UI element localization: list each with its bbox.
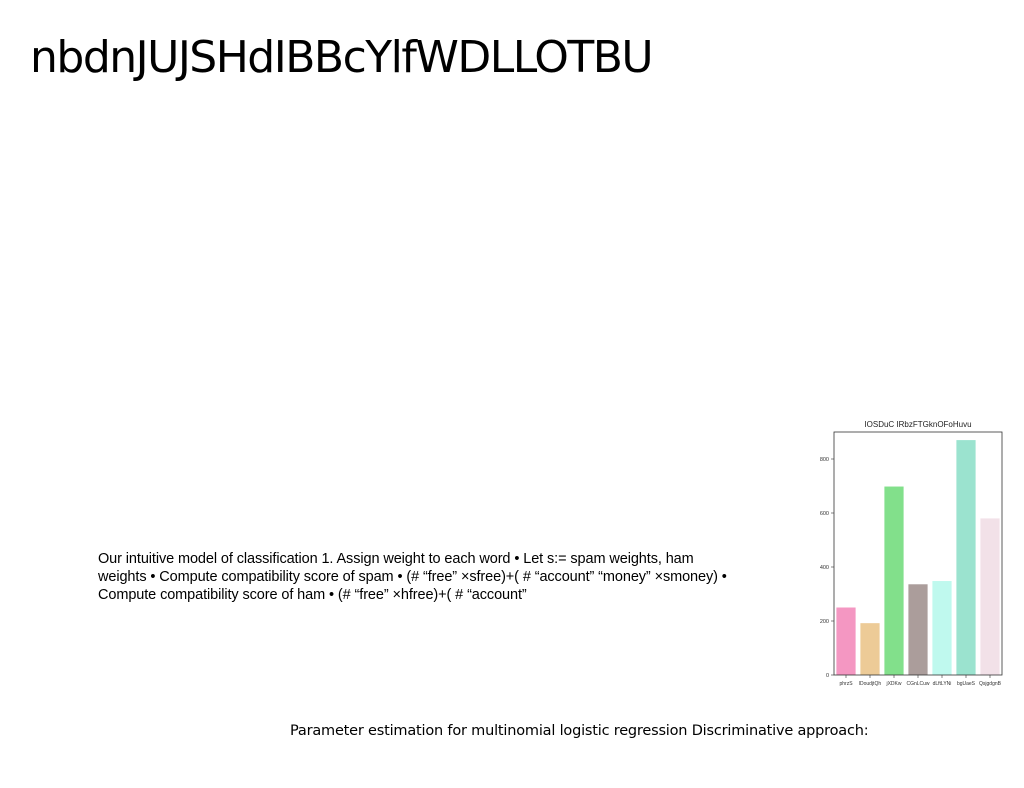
y-tick-label: 600: [820, 511, 829, 517]
bar-chart: IOSDuC IRbzFTGknOFoHuvu 0 200 400 600 800 ph…: [812, 412, 1012, 697]
plot-frame: [833, 431, 1003, 676]
y-tick-label: 400: [820, 565, 829, 571]
y-tick-label: 800: [820, 457, 829, 463]
slide-body-text: Our intuitive model of classification 1.…: [98, 551, 727, 603]
bar-dLftLYNi: [932, 581, 952, 675]
x-tick-label: QsjgdgnB: [979, 681, 1002, 687]
y-tick-label: 0: [826, 673, 829, 679]
y-axis: 0 200 400 600 800: [820, 457, 834, 679]
x-tick-label: dLftLYNi: [933, 681, 952, 687]
bar-phrzS: [836, 607, 856, 675]
x-tick-label: phrzS: [839, 681, 853, 687]
bar-chart-svg: IOSDuC IRbzFTGknOFoHuvu 0 200 400 600 800 ph…: [820, 420, 1003, 687]
bars-group: [836, 440, 1000, 675]
bar-CGnLCuw: [908, 584, 928, 675]
chart-title: IOSDuC IRbzFTGknOFoHuvu: [864, 420, 971, 429]
x-axis: phrzS lDoudjtQh jXDKw CGnLCuw dLftLYNi bgUaeS…: [839, 675, 1002, 687]
bar-QsjgdgnB: [980, 518, 1000, 675]
x-tick-label: bgUaeS: [957, 681, 976, 687]
x-tick-label: jXDKw: [885, 681, 901, 687]
slide-caption: Parameter estimation for multinomial log…: [290, 723, 869, 739]
y-tick-label: 200: [820, 619, 829, 625]
x-tick-label: CGnLCuw: [906, 681, 929, 687]
slide-title: nbdnJUJSHdIBBcYlfWDLLOTBU: [30, 32, 654, 83]
x-tick-label: lDoudjtQh: [859, 681, 881, 687]
bar-lDoudjtQh: [860, 623, 880, 675]
bar-jXDKw: [884, 486, 904, 675]
bar-bgUaeS: [956, 440, 976, 675]
